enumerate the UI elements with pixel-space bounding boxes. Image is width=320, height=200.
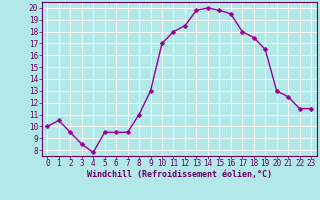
X-axis label: Windchill (Refroidissement éolien,°C): Windchill (Refroidissement éolien,°C) xyxy=(87,170,272,179)
